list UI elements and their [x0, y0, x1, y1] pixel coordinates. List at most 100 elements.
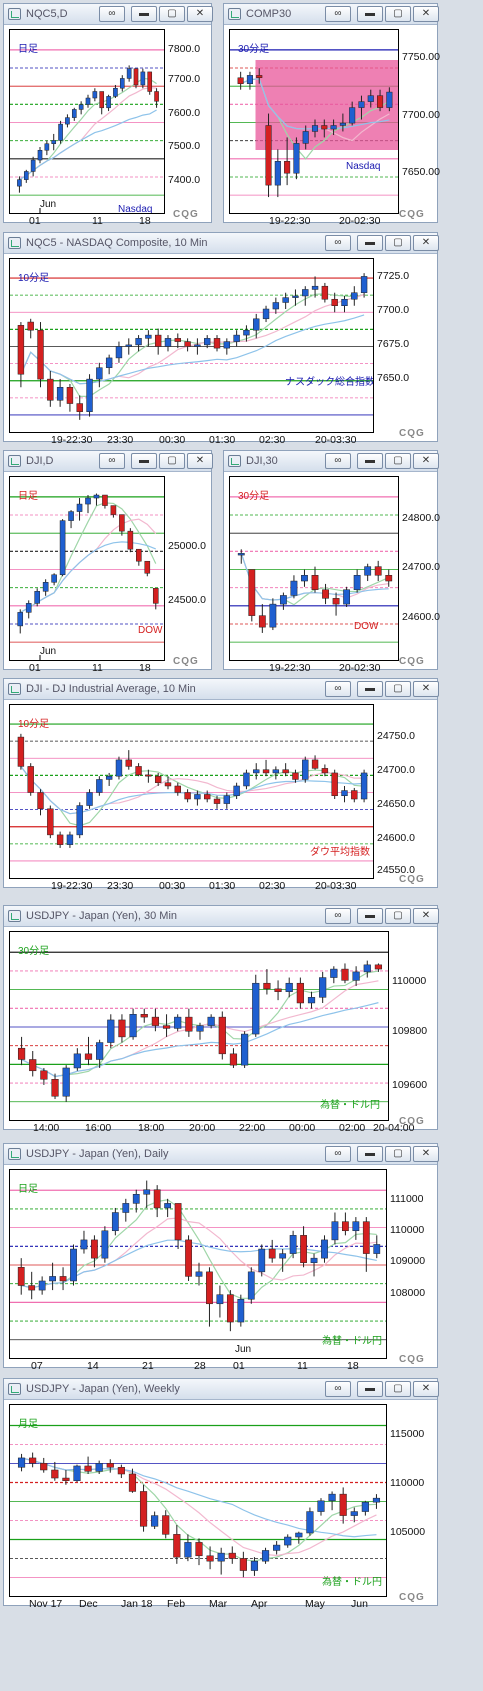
maximize-button[interactable]: ▢: [159, 6, 185, 22]
candle: [330, 968, 338, 978]
candle: [317, 1500, 325, 1512]
window-title: USDJPY - Japan (Yen), 30 Min: [26, 910, 178, 922]
candle: [93, 494, 100, 499]
candle: [51, 1079, 59, 1097]
candle: [86, 792, 93, 806]
title-bar[interactable]: DJI,D ✕ ▢ ▬ ∞: [4, 451, 213, 472]
minimize-button[interactable]: ▬: [357, 681, 383, 697]
close-button[interactable]: ✕: [187, 453, 213, 469]
close-button[interactable]: ✕: [413, 1381, 439, 1397]
minimize-button[interactable]: ▬: [131, 6, 157, 22]
title-bar[interactable]: USDJPY - Japan (Yen), Weekly ✕ ▢ ▬ ∞: [4, 1379, 439, 1400]
chart-window-usdjpyw[interactable]: USDJPY - Japan (Yen), Weekly ✕ ▢ ▬ ∞ 月足 為替・ドル円…: [3, 1378, 439, 1610]
minimize-button[interactable]: ▬: [131, 453, 157, 469]
candle: [233, 785, 240, 797]
maximize-button[interactable]: ▢: [385, 1381, 411, 1397]
plot-area[interactable]: 10分足 ナスダック総合指数: [9, 258, 374, 433]
plot-area[interactable]: 月足 為替・ドル円: [9, 1404, 387, 1597]
candle: [295, 1532, 303, 1538]
maximize-button[interactable]: ▢: [385, 453, 411, 469]
title-bar[interactable]: COMP30 ✕ ▢ ▬ ∞: [224, 4, 439, 25]
candle: [96, 1042, 104, 1060]
link-button[interactable]: ∞: [325, 681, 351, 697]
y-tick-label: 7700.0: [168, 73, 201, 85]
candle: [133, 68, 139, 86]
link-button[interactable]: ∞: [325, 1146, 351, 1162]
minimize-button[interactable]: ▬: [357, 908, 383, 924]
close-button[interactable]: ✕: [413, 681, 439, 697]
candle: [185, 1016, 193, 1032]
plot-area[interactable]: 30分足 Nasdaq: [229, 29, 399, 214]
close-button[interactable]: ✕: [413, 235, 439, 251]
close-button[interactable]: ✕: [413, 6, 439, 22]
candle: [332, 598, 340, 605]
chart-window-comp30[interactable]: COMP30 ✕ ▢ ▬ ∞ 30分足 Nasdaq 7750.00 7700.00 7650.0…: [223, 3, 440, 227]
link-button[interactable]: ∞: [325, 235, 351, 251]
y-tick-label: 7800.0: [168, 43, 201, 55]
title-bar[interactable]: NQC5 - NASDAQ Composite, 10 Min ✕ ▢ ▬ ∞: [4, 233, 439, 254]
y-tick-label: 7750.00: [402, 51, 440, 63]
candle: [237, 77, 244, 84]
minimize-button[interactable]: ▬: [357, 235, 383, 251]
moving-average-line: [21, 1457, 377, 1538]
plot-area[interactable]: 日足 Nasdaq Jun: [9, 29, 165, 214]
title-bar[interactable]: NQC5,D ✕ ▢ ▬ ∞: [4, 4, 213, 25]
candle: [71, 109, 77, 118]
minimize-button[interactable]: ▬: [357, 6, 383, 22]
close-button[interactable]: ✕: [413, 908, 439, 924]
candle: [184, 1542, 192, 1558]
link-button[interactable]: ∞: [325, 908, 351, 924]
title-bar[interactable]: DJI,30 ✕ ▢ ▬ ∞: [224, 451, 439, 472]
plot-area[interactable]: 30分足 為替・ドル円: [9, 931, 389, 1121]
candle: [321, 285, 329, 300]
chart-window-dji30[interactable]: DJI,30 ✕ ▢ ▬ ∞ 30分足 DOW 24800.0 24700.0 24600.0 19…: [223, 450, 440, 674]
chart-window-usdjpyd[interactable]: USDJPY - Japan (Yen), Daily ✕ ▢ ▬ ∞ 日足 為替・ドル円 J…: [3, 1143, 439, 1372]
close-button[interactable]: ✕: [413, 1146, 439, 1162]
chart-window-djid[interactable]: DJI,D ✕ ▢ ▬ ∞ 日足 DOW Jun 25000.0 24500.0 01 11 18 CQG: [3, 450, 213, 674]
period-label: 10分足: [18, 273, 50, 284]
minimize-button[interactable]: ▬: [357, 1381, 383, 1397]
chart-icon: [8, 455, 21, 467]
candle: [289, 1235, 297, 1254]
period-label: 30分足: [18, 946, 50, 957]
candle: [386, 91, 393, 108]
maximize-button[interactable]: ▢: [385, 681, 411, 697]
y-tick-label: 24550.0: [377, 864, 415, 876]
minimize-button[interactable]: ▬: [357, 1146, 383, 1162]
candle: [310, 1257, 318, 1263]
plot-area[interactable]: 10分足 ダウ平均指数: [9, 704, 374, 879]
link-button[interactable]: ∞: [99, 453, 125, 469]
maximize-button[interactable]: ▢: [159, 453, 185, 469]
close-button[interactable]: ✕: [187, 6, 213, 22]
maximize-button[interactable]: ▢: [385, 6, 411, 22]
candle: [228, 1552, 236, 1559]
maximize-button[interactable]: ▢: [385, 235, 411, 251]
candle: [196, 1025, 204, 1032]
index-label: 為替・ドル円: [322, 1577, 382, 1588]
maximize-button[interactable]: ▢: [385, 908, 411, 924]
title-bar[interactable]: DJI - DJ Industrial Average, 10 Min ✕ ▢ ▬ ∞: [4, 679, 439, 700]
close-button[interactable]: ✕: [413, 453, 439, 469]
link-button[interactable]: ∞: [325, 453, 351, 469]
minimize-button[interactable]: ▬: [357, 453, 383, 469]
plot-area[interactable]: 日足 為替・ドル円 Jun: [9, 1169, 387, 1359]
candle: [364, 566, 372, 576]
moving-average-line: [20, 766, 365, 815]
chart-window-nqc510[interactable]: NQC5 - NASDAQ Composite, 10 Min ✕ ▢ ▬ ∞ 10分足ナ…: [3, 232, 439, 446]
chart-window-nqc5d[interactable]: NQC5,D ✕ ▢ ▬ ∞ 日足 Nasdaq Jun 7800.0 7700.0 7600.0 7…: [3, 3, 213, 227]
link-button[interactable]: ∞: [99, 6, 125, 22]
title-bar[interactable]: USDJPY - Japan (Yen), 30 Min ✕ ▢ ▬ ∞: [4, 906, 439, 927]
plot-area[interactable]: 30分足 DOW: [229, 476, 399, 661]
y-tick-label: 108000: [390, 1287, 426, 1299]
candle: [62, 1477, 70, 1481]
candle: [65, 117, 70, 125]
candle: [51, 140, 57, 144]
maximize-button[interactable]: ▢: [385, 1146, 411, 1162]
link-button[interactable]: ∞: [325, 6, 351, 22]
candle: [147, 71, 153, 92]
plot-area[interactable]: 日足 DOW Jun: [9, 476, 165, 661]
title-bar[interactable]: USDJPY - Japan (Yen), Daily ✕ ▢ ▬ ∞: [4, 1144, 439, 1165]
chart-window-dji10[interactable]: DJI - DJ Industrial Average, 10 Min ✕ ▢ ▬ ∞ 1…: [3, 678, 439, 892]
link-button[interactable]: ∞: [325, 1381, 351, 1397]
chart-window-usdjpy30[interactable]: USDJPY - Japan (Yen), 30 Min ✕ ▢ ▬ ∞ 30分足 為替・ド…: [3, 905, 439, 1134]
